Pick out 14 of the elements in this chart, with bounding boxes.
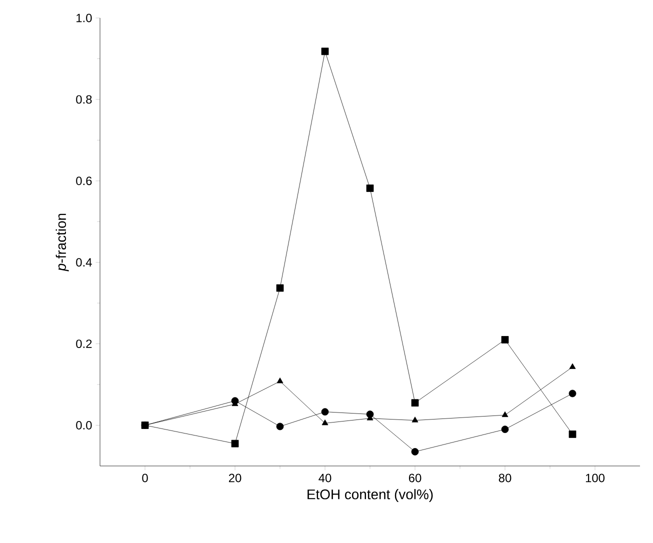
y-tick-label: 0.4 [76, 258, 92, 267]
y-tick-label: 0.2 [76, 340, 92, 348]
x-tick-label: 80 [498, 474, 512, 482]
y-tick-label: 1.0 [76, 14, 92, 22]
y-tick-label: 0.8 [76, 95, 92, 104]
y-tick-label: 0.0 [76, 421, 92, 430]
x-axis-title: EtOH content (vol%) [308, 489, 433, 502]
y-tick-label: 0.6 [76, 176, 92, 186]
x-tick-label: 0 [142, 474, 148, 482]
x-tick-label: 40 [318, 474, 332, 482]
y-axis-title: p-fraction [56, 214, 69, 272]
x-tick-label: 100 [586, 474, 605, 482]
x-tick-label: 20 [228, 474, 242, 482]
x-tick-label: 60 [408, 474, 422, 482]
